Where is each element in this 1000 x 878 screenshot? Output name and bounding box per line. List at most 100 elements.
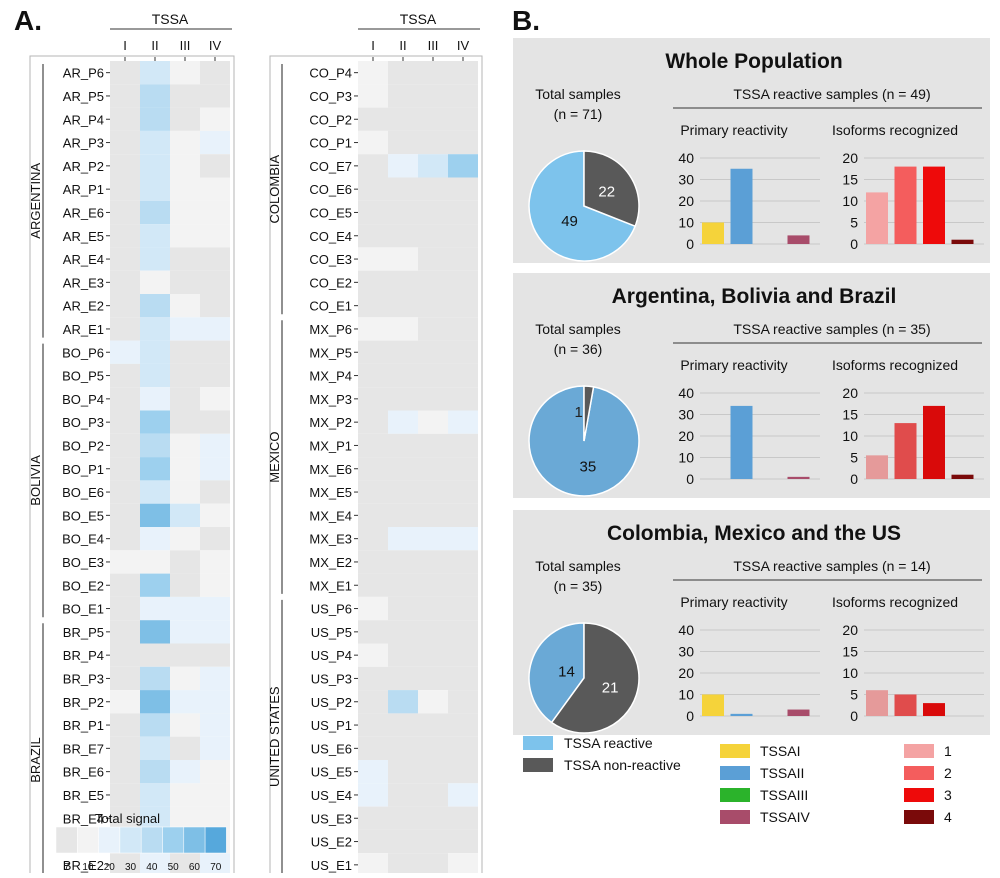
y-tick-label: 40	[678, 385, 694, 401]
column-label: III	[428, 38, 439, 53]
heatmap-cell	[418, 760, 448, 784]
heatmap-cell	[200, 480, 230, 504]
heatmap-cell	[110, 643, 140, 667]
row-label: CO_E1	[309, 299, 352, 314]
heatmap-cell	[140, 666, 170, 691]
total-samples-label: Total samples	[535, 86, 621, 102]
isoforms-recognized-bar	[951, 474, 974, 479]
heatmap-cell	[170, 224, 200, 248]
heatmap-cell	[388, 224, 418, 248]
heatmap-cell	[170, 84, 200, 108]
heatmap-cell	[110, 247, 140, 271]
column-label: III	[180, 38, 191, 53]
heatmap-cell	[200, 410, 230, 434]
heatmap-cell	[358, 783, 388, 807]
total-samples-label: Total samples	[535, 558, 621, 574]
pie-label-reactive: 49	[561, 213, 578, 230]
y-tick-label: 5	[850, 687, 858, 703]
heatmap-cell	[448, 829, 478, 854]
heatmap-cell	[170, 340, 200, 364]
primary-reactivity-title: Primary reactivity	[680, 357, 787, 373]
row-label: AR_P3	[63, 136, 104, 151]
primary-reactivity-chart: Primary reactivity 0 10 20 30 40	[678, 122, 820, 252]
heatmap-cell	[388, 806, 418, 830]
row-label: AR_P5	[63, 89, 104, 104]
heatmap-cell	[358, 643, 388, 667]
heatmap-cell	[358, 666, 388, 691]
heatmap-cell	[358, 573, 388, 597]
panel-b-label: B.	[512, 5, 540, 36]
heatmap-cell	[448, 806, 478, 830]
heatmap-cell	[388, 457, 418, 481]
heatmap-cell	[140, 270, 170, 294]
heatmap-cell	[388, 177, 418, 201]
section-title: Whole Population	[665, 50, 842, 73]
heatmap-cell	[110, 130, 140, 155]
heatmap-cell	[200, 736, 230, 760]
row-label: MX_P3	[309, 392, 352, 407]
row-label: BO_E3	[62, 555, 104, 570]
heatmap-cell	[448, 457, 478, 481]
primary-reactivity-chart: Primary reactivity 0 10 20 30 40	[678, 357, 820, 487]
y-tick-label: 30	[678, 407, 694, 423]
row-label: CO_E2	[309, 275, 352, 290]
row-label: AR_P4	[63, 112, 104, 127]
isoforms-recognized-bar	[866, 455, 888, 479]
primary-reactivity-bar	[702, 222, 724, 244]
heatmap-cell	[140, 620, 170, 644]
heatmap-cell	[358, 224, 388, 248]
colorbar-tick-label: 70	[210, 862, 222, 873]
pie-label-reactive: 14	[558, 663, 575, 680]
legend-swatch	[523, 758, 553, 772]
heatmap-cell	[200, 853, 230, 877]
heatmap-cell	[358, 340, 388, 364]
legend-label: 3	[944, 787, 952, 803]
heatmap-cell	[418, 177, 448, 201]
heatmap-cell	[358, 457, 388, 481]
heatmap-cell	[140, 713, 170, 737]
heatmap-cell	[170, 760, 200, 784]
heatmap-cell	[418, 527, 448, 551]
heatmap-cell	[110, 550, 140, 574]
heatmap-cell	[170, 410, 200, 434]
heatmap-cell	[358, 317, 388, 341]
legend-label: TSSA non-reactive	[564, 757, 681, 773]
heatmap-cell	[200, 457, 230, 481]
row-label: US_P1	[311, 718, 352, 733]
row-label: BR_P4	[63, 648, 104, 663]
total-samples-label: Total samples	[535, 321, 621, 337]
heatmap-cell	[388, 550, 418, 574]
isoforms-recognized-bar	[923, 405, 945, 479]
heatmap-cell	[140, 480, 170, 504]
heatmap-cell	[448, 340, 478, 364]
row-label: US_E2	[311, 835, 352, 850]
heatmap-cell	[170, 666, 200, 691]
heatmap-cell	[110, 154, 140, 178]
heatmap-cell	[448, 596, 478, 621]
colorbar: Total signal 7 10 20 30 40 50 60 70	[55, 811, 227, 873]
heatmap-cell	[418, 107, 448, 131]
pie-slice-nonreactive	[583, 385, 595, 442]
colorbar-swatch	[140, 826, 163, 854]
primary-reactivity-bar	[787, 709, 810, 716]
y-tick-label: 0	[686, 471, 694, 487]
heatmap-cell	[140, 84, 170, 108]
heatmap-cell	[388, 270, 418, 294]
total-samples-n: (n = 71)	[554, 106, 603, 122]
heatmap-cell	[110, 503, 140, 527]
y-tick-label: 10	[678, 687, 694, 703]
column-label: IV	[209, 38, 222, 53]
heatmap-cell	[110, 84, 140, 108]
heatmap-cell	[418, 550, 448, 574]
heatmap-cell	[448, 760, 478, 784]
row-label: CO_E3	[309, 252, 352, 267]
heatmap-cell	[140, 550, 170, 574]
heatmap-cell	[110, 387, 140, 411]
legend-label: TSSA reactive	[564, 735, 653, 751]
heatmap-cell	[140, 247, 170, 271]
heatmap-cell	[418, 270, 448, 294]
row-label: BR_E7	[63, 741, 104, 756]
heatmap-frame	[29, 55, 235, 878]
heatmap-cell	[388, 573, 418, 597]
primary-reactivity-bar	[787, 476, 810, 479]
